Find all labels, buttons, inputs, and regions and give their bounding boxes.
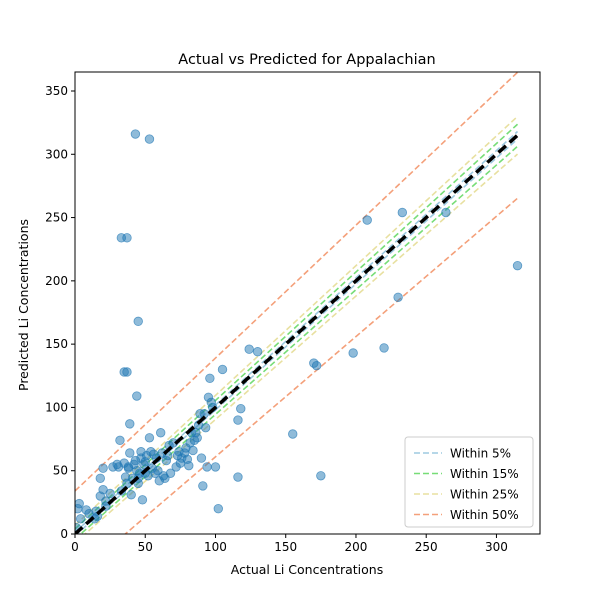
- x-tick-label: 250: [415, 540, 438, 554]
- x-tick-label: 50: [138, 540, 153, 554]
- legend-label: Within 50%: [450, 508, 519, 522]
- data-point: [236, 403, 246, 414]
- axes: 0 50 100 150 200 250 300 0 50 100 150 200 250 300 350: [45, 71, 541, 554]
- data-point: [348, 348, 358, 358]
- plot-area: [75, 72, 523, 534]
- data-point: [288, 429, 298, 439]
- x-tick-label: 100: [204, 540, 227, 554]
- data-point: [311, 360, 322, 371]
- band-line-50-upper: [75, 72, 519, 492]
- chart-title: Actual vs Predicted for Appalachian: [178, 52, 435, 68]
- legend-box: [404, 436, 534, 528]
- data-point: [165, 468, 176, 478]
- data-point: [198, 481, 208, 491]
- data-point: [98, 463, 108, 473]
- data-point: [122, 233, 132, 243]
- data-point: [244, 344, 254, 354]
- data-point: [136, 447, 146, 457]
- data-point: [113, 462, 124, 472]
- data-point: [188, 445, 198, 456]
- data-point: [213, 503, 223, 514]
- y-axis-label: Predicted Li Concentrations: [16, 219, 31, 391]
- legend-label: Within 25%: [450, 488, 519, 502]
- y-tick-label: 200: [45, 274, 68, 288]
- plot-inner: [75, 72, 523, 534]
- legend: Within 5% Within 15% Within 25% Within 50%: [404, 436, 534, 528]
- y-tick-label: 250: [45, 211, 68, 225]
- data-point: [192, 433, 202, 443]
- data-point: [379, 343, 389, 353]
- y-tick-label: 300: [45, 147, 68, 161]
- data-point: [210, 462, 221, 472]
- y-tick-label: 350: [45, 84, 68, 98]
- data-point: [233, 472, 243, 482]
- data-point: [144, 433, 155, 443]
- data-point: [316, 471, 326, 481]
- data-point: [397, 207, 408, 218]
- data-point: [122, 367, 132, 377]
- data-point: [126, 490, 136, 500]
- data-point: [441, 207, 451, 218]
- data-point: [512, 260, 523, 271]
- y-tick-label: 100: [45, 400, 68, 414]
- x-tick-label: 150: [274, 540, 297, 554]
- y-tick-label: 0: [60, 527, 68, 541]
- data-point: [132, 391, 142, 401]
- data-point: [184, 460, 194, 471]
- data-point: [123, 462, 134, 472]
- x-tick-label: 0: [71, 540, 79, 554]
- data-point: [130, 129, 141, 139]
- legend-label: Within 5%: [450, 447, 511, 461]
- data-point: [155, 428, 166, 438]
- data-point: [125, 448, 135, 458]
- data-point: [115, 435, 125, 446]
- data-point: [362, 215, 372, 225]
- data-point: [217, 364, 228, 375]
- legend-label: Within 15%: [450, 467, 519, 481]
- data-point: [144, 134, 155, 144]
- data-point: [393, 292, 403, 303]
- data-point: [233, 415, 243, 425]
- data-point: [125, 419, 135, 429]
- x-tick-label: 300: [485, 540, 508, 554]
- data-point: [105, 488, 115, 499]
- y-tick-label: 150: [45, 337, 68, 351]
- x-tick-label: 200: [345, 540, 368, 554]
- axes-frame: [74, 71, 541, 535]
- data-point: [252, 347, 263, 357]
- y-tick-label: 50: [53, 464, 68, 478]
- data-point: [202, 462, 212, 472]
- band-line-50-lower: [124, 197, 519, 534]
- data-point: [200, 422, 211, 433]
- x-axis-label: Actual Li Concentrations: [231, 562, 383, 577]
- data-point: [75, 514, 86, 524]
- data-point: [205, 373, 215, 384]
- identity-line: [75, 133, 519, 534]
- data-point: [196, 453, 207, 463]
- data-point: [95, 473, 105, 484]
- data-point: [137, 495, 148, 505]
- data-point: [133, 316, 143, 327]
- band-line-25-lower: [83, 153, 519, 534]
